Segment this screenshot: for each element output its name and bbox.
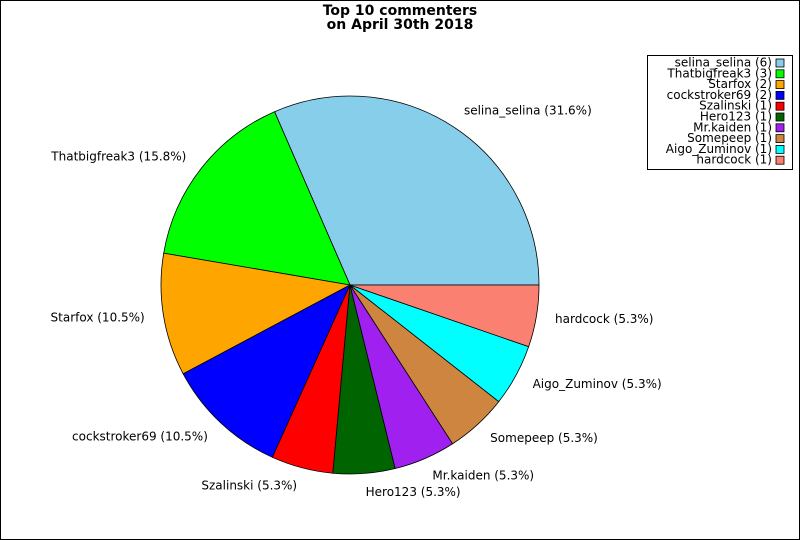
legend-label: Aigo_Zuminov (1) [666,142,772,156]
slice-label: Starfox (10.5%) [51,311,145,325]
slice-label: Szalinski (5.3%) [201,479,297,493]
legend-label: Somepeep (1) [687,131,772,145]
legend-box [647,55,793,170]
legend-label: selina_selina (6) [675,56,772,70]
legend-swatch [775,155,785,165]
slice-label: hardcock (5.3%) [555,312,653,326]
legend-label: Mr.kaiden (1) [693,120,772,134]
chart-title: Top 10 commenters [323,3,478,19]
pie-slice [163,111,351,286]
slice-label: Thatbigfreak3 (15.8%) [50,149,186,163]
legend-label: Starfox (2) [708,77,772,91]
slice-label: Hero123 (5.3%) [366,485,461,499]
legend-swatch [775,144,785,154]
slice-label: selina_selina (31.6%) [464,104,592,118]
legend-swatch [775,58,785,68]
chart-title: on April 30th 2018 [327,17,474,33]
pie-slice [349,284,540,348]
legend-label: Szalinski (1) [699,99,772,113]
slice-label: Mr.kaiden (5.3%) [432,468,534,482]
slice-label: cockstroker69 (10.5%) [72,429,208,443]
legend-swatch [775,123,785,133]
slice-label: Aigo_Zuminov (5.3%) [533,377,662,391]
legend-label: Thatbigfreak3 (3) [666,66,772,80]
legend-swatch [775,134,785,144]
slice-label: Somepeep (5.3%) [490,431,598,445]
legend-label: hardcock (1) [696,153,772,167]
legend-swatch [775,69,785,79]
legend-label: cockstroker69 (2) [667,88,772,102]
pie-slice [182,284,351,458]
pie-slice [274,95,540,286]
legend-swatch [775,91,785,100]
legend-swatch [775,112,785,122]
legend-swatch [775,80,785,89]
legend-swatch [775,101,785,111]
legend-label: Hero123 (1) [700,110,772,124]
pie-slice [160,252,352,375]
